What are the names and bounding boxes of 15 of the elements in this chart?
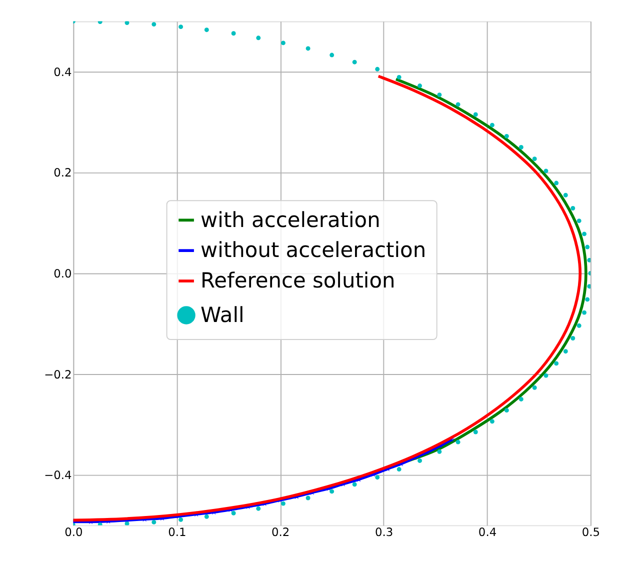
y-tick-label: 0.0	[54, 266, 72, 281]
y-tick-label: 0.4	[54, 64, 72, 79]
y-tick-label: −0.4	[44, 468, 72, 482]
legend-label: with acceleration	[200, 208, 380, 232]
legend-label: Wall	[200, 302, 244, 327]
x-tick-label: 0.2	[272, 525, 290, 540]
x-tick-label: 0.3	[374, 525, 394, 540]
x-tick-label: 0.4	[478, 525, 497, 540]
y-tick-label: 0.2	[54, 166, 72, 180]
y-tick-label: −0.2	[44, 367, 72, 382]
legend-label: Reference solution	[200, 268, 396, 293]
x-tick-label: 0.1	[168, 525, 186, 540]
legend-label: without acceleraction	[200, 238, 426, 262]
x-tick-label: 0.0	[64, 525, 83, 540]
x-tick-label: 0.5	[582, 525, 600, 540]
